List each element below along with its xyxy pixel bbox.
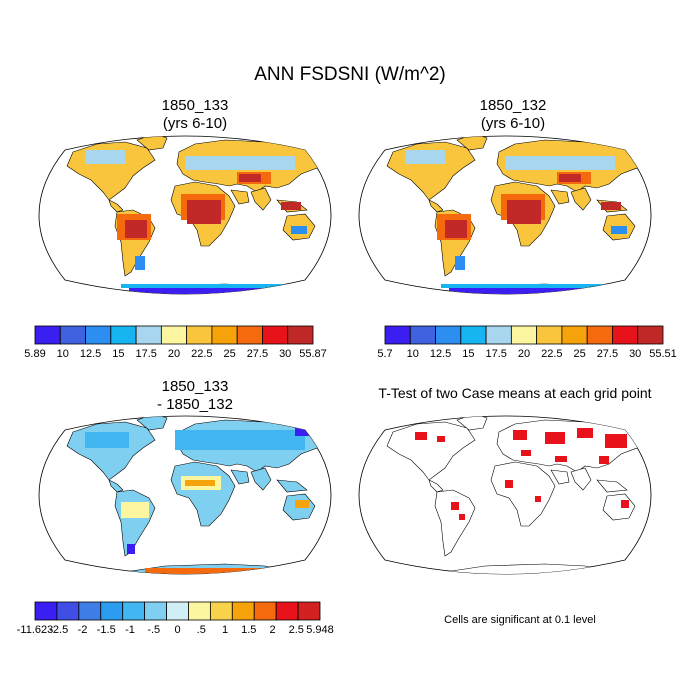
colorbar-tick-label: .5	[197, 624, 206, 636]
colorbar-swatch	[135, 325, 162, 345]
colorbar-tick-label: 5.89	[24, 348, 45, 360]
colorbar-tick-label: 10	[407, 348, 419, 360]
colorbar-tick-label: 0	[174, 624, 180, 636]
colorbar-swatch	[211, 325, 238, 345]
colorbar-swatch	[34, 601, 58, 621]
map-top-right	[358, 135, 652, 295]
map-ttest	[358, 415, 652, 575]
colorbar-swatch	[144, 601, 167, 621]
map-difference	[38, 415, 332, 575]
colorbar-tick-label: 17.5	[485, 348, 506, 360]
panel-title-bottom-left: 1850_133 - 1850_132	[45, 378, 345, 414]
colorbar-tick-label: 12.5	[430, 348, 451, 360]
colorbar-swatch	[56, 601, 80, 621]
colorbar-swatch	[637, 325, 664, 345]
panel-title-top-left: 1850_133 (yrs 6-10)	[45, 97, 345, 133]
map-top-left	[38, 135, 332, 295]
colorbar-swatch	[460, 325, 487, 345]
colorbar-swatch	[34, 325, 61, 345]
colorbar-bottom-left: -11.623-2.5 -2 -1.5 -1 -.5 0 .5 1 1.5 2 2.5 5.948	[17, 601, 334, 636]
colorbar-swatch	[59, 325, 86, 345]
panel-title-line1: 1850_133	[161, 378, 229, 395]
colorbar-swatch	[186, 325, 213, 345]
colorbar-swatch	[160, 325, 188, 345]
colorbar-tick-label: 10	[57, 348, 69, 360]
colorbar-tick-label: 55.51	[649, 348, 677, 360]
panel-title-line2: (yrs 6-10)	[480, 115, 546, 132]
colorbar-tick-label: -2	[78, 624, 88, 636]
colorbar-tick-label: 20	[168, 348, 180, 360]
colorbar-swatch	[510, 325, 538, 345]
colorbar-swatch	[209, 601, 233, 621]
colorbar-swatch	[536, 325, 563, 345]
colorbar-tick-label: 5.7	[377, 348, 392, 360]
colorbar-tick-label: -1.5	[97, 624, 116, 636]
panel-title-line1: 1850_132	[479, 97, 547, 114]
colorbar-tick-label: 15	[112, 348, 124, 360]
colorbar-tick-label: 22.5	[541, 348, 562, 360]
ttest-title: T-Test of two Case means at each grid po…	[378, 385, 652, 401]
colorbar-top-right: 5.7 10 12.5 15 17.5 20 22.5 25 27.5 30 55.51	[377, 325, 677, 360]
colorbar-tick-label: 1	[222, 624, 228, 636]
figure-title: ANN FSDSNI (W/m^2)	[254, 64, 446, 85]
panel-title-line2: - 1850_132	[157, 396, 233, 413]
colorbar-tick-label: 2	[269, 624, 275, 636]
colorbar-swatch	[166, 601, 189, 621]
colorbar-swatch	[561, 325, 588, 345]
colorbar-tick-label: 1.5	[241, 624, 256, 636]
colorbar-swatch	[110, 325, 137, 345]
colorbar-tick-label: -.5	[147, 624, 160, 636]
colorbar-swatch	[485, 325, 512, 345]
colorbar-swatch	[384, 325, 411, 345]
colorbar-tick-label: 27.5	[247, 348, 268, 360]
colorbar-tick-label: 2.5	[289, 624, 304, 636]
panel-title-line2: (yrs 6-10)	[162, 115, 228, 132]
colorbar-tick-label: -1	[125, 624, 135, 636]
colorbar-tick-label: 27.5	[597, 348, 618, 360]
colorbar-swatch	[612, 325, 639, 345]
significance-footnote: Cells are significant at 0.1 level	[444, 614, 596, 626]
colorbar-tick-label: 20	[518, 348, 530, 360]
colorbar-swatch	[253, 601, 277, 621]
colorbar-tick-label: 30	[279, 348, 291, 360]
colorbar-swatch	[122, 601, 146, 621]
colorbar-tick-label: 17.5	[135, 348, 156, 360]
colorbar-tick-label: 15	[462, 348, 474, 360]
colorbar-swatch	[409, 325, 436, 345]
colorbar-tick-label: 30	[629, 348, 641, 360]
colorbar-tick-label: 12.5	[80, 348, 101, 360]
colorbar-swatch	[78, 601, 102, 621]
colorbar-swatch	[231, 601, 255, 621]
colorbar-swatch	[586, 325, 613, 345]
colorbar-swatch	[236, 325, 263, 345]
colorbar-swatch	[262, 325, 289, 345]
colorbar-swatch	[297, 601, 321, 621]
panel-title-top-right: 1850_132 (yrs 6-10)	[363, 97, 663, 133]
colorbar-swatch	[275, 601, 299, 621]
colorbar-tick-label: 25	[573, 348, 585, 360]
colorbar-tick-label: 25	[223, 348, 235, 360]
colorbar-swatch	[100, 601, 124, 621]
colorbar-swatch	[188, 601, 211, 621]
colorbar-tick-label: 5.948	[306, 624, 334, 636]
panel-title-line1: 1850_133	[161, 97, 229, 114]
colorbar-tick-label: 22.5	[191, 348, 212, 360]
colorbar-tick-label: -11.623	[17, 624, 54, 636]
colorbar-swatch	[435, 325, 462, 345]
colorbar-swatch	[287, 325, 314, 345]
colorbar-swatch	[85, 325, 112, 345]
colorbar-top-left: 5.89 10 12.5 15 17.5 20 22.5 25 27.5 30 55.87	[24, 325, 327, 360]
colorbar-tick-label: 55.87	[299, 348, 327, 360]
colorbar-tick-label: -2.5	[49, 624, 68, 636]
